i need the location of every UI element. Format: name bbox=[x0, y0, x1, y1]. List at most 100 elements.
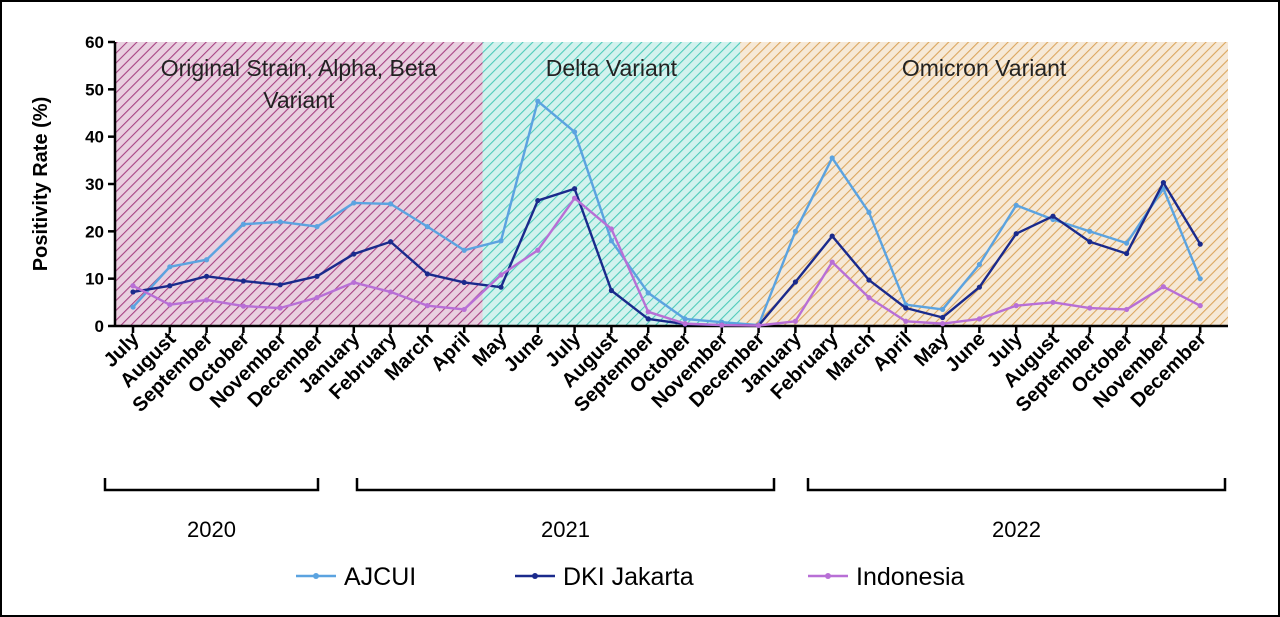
data-point bbox=[535, 247, 541, 253]
data-point bbox=[608, 226, 615, 232]
series-line bbox=[132, 181, 1202, 327]
data-point bbox=[424, 271, 430, 277]
y-tick-label: 20 bbox=[85, 222, 104, 241]
data-point bbox=[461, 247, 467, 253]
series-2 bbox=[130, 195, 1203, 329]
variant-region-label: Original Strain, Alpha, Beta bbox=[161, 55, 437, 81]
data-point bbox=[572, 186, 578, 192]
series-lines bbox=[130, 98, 1203, 329]
data-point bbox=[461, 306, 467, 313]
y-tick-label: 0 bbox=[95, 317, 104, 336]
data-point bbox=[498, 284, 504, 290]
variant-region-labels: Original Strain, Alpha, Beta Variant Delta… bbox=[161, 55, 1067, 113]
data-point bbox=[424, 224, 430, 230]
data-point bbox=[130, 283, 136, 289]
data-point bbox=[1013, 202, 1019, 208]
data-point bbox=[314, 273, 320, 279]
data-point bbox=[240, 303, 246, 309]
data-point bbox=[682, 321, 688, 327]
data-point bbox=[498, 272, 504, 278]
y-tick-label: 40 bbox=[85, 128, 104, 147]
data-point bbox=[1160, 179, 1166, 186]
data-point bbox=[792, 228, 799, 234]
y-tick-label: 10 bbox=[85, 270, 104, 289]
data-point bbox=[976, 284, 983, 290]
year-brackets: 2020 2021 2022 bbox=[103, 478, 1227, 542]
data-point bbox=[682, 316, 688, 322]
data-point bbox=[940, 306, 946, 313]
data-point bbox=[792, 279, 799, 285]
data-point bbox=[277, 305, 283, 311]
data-point bbox=[167, 264, 173, 270]
data-point bbox=[1124, 250, 1130, 257]
data-point bbox=[1013, 231, 1019, 237]
data-point bbox=[461, 279, 467, 286]
data-point bbox=[314, 224, 320, 230]
data-point bbox=[866, 209, 872, 215]
x-ticks: JulyAugustSeptemberOctoberNovemberDecemb… bbox=[100, 326, 1211, 417]
y-axis-label: Positivity Rate (%) bbox=[30, 97, 52, 271]
data-point bbox=[167, 283, 173, 289]
data-point bbox=[940, 321, 946, 327]
legend-marker bbox=[532, 573, 538, 579]
year-bracket bbox=[355, 478, 776, 492]
data-point bbox=[204, 273, 210, 279]
data-point bbox=[1197, 241, 1203, 247]
series-line bbox=[132, 196, 1201, 327]
data-point bbox=[314, 295, 320, 301]
variant-region-0 bbox=[115, 42, 483, 326]
data-point bbox=[608, 287, 615, 294]
data-point bbox=[940, 314, 946, 321]
y-ticks: 0 10 20 30 40 50 60 bbox=[85, 33, 115, 336]
data-point bbox=[1124, 240, 1130, 246]
legend-label: Indonesia bbox=[856, 563, 965, 591]
data-point bbox=[1013, 303, 1019, 309]
data-point bbox=[572, 129, 578, 135]
data-point bbox=[1197, 303, 1203, 309]
data-point bbox=[903, 305, 909, 311]
legend-marker bbox=[313, 573, 319, 579]
data-point bbox=[792, 318, 799, 324]
data-point bbox=[829, 259, 835, 265]
data-point bbox=[1160, 284, 1166, 290]
data-point bbox=[1087, 239, 1093, 245]
data-point bbox=[277, 282, 283, 288]
data-point bbox=[388, 201, 394, 207]
x-tick-label: June bbox=[941, 328, 990, 377]
data-point bbox=[351, 279, 357, 286]
data-point bbox=[645, 309, 651, 315]
data-point bbox=[866, 277, 872, 283]
data-point bbox=[829, 233, 835, 239]
y-tick-label: 30 bbox=[85, 175, 104, 194]
year-bracket bbox=[103, 478, 320, 492]
data-point bbox=[1197, 276, 1203, 282]
data-point bbox=[1087, 305, 1093, 311]
data-point bbox=[1124, 306, 1130, 313]
data-point bbox=[645, 316, 651, 322]
variant-region-label: Omicron Variant bbox=[902, 55, 1067, 81]
data-point bbox=[903, 318, 909, 324]
data-point bbox=[240, 221, 246, 227]
data-point bbox=[829, 155, 835, 161]
y-tick-label: 60 bbox=[85, 33, 104, 52]
data-point bbox=[424, 303, 430, 309]
data-point bbox=[1050, 213, 1056, 219]
data-point bbox=[167, 302, 173, 308]
data-point bbox=[756, 322, 762, 329]
variant-region-1 bbox=[482, 42, 741, 326]
year-label: 2020 bbox=[187, 517, 236, 542]
data-point bbox=[866, 295, 872, 301]
data-point bbox=[976, 316, 983, 322]
data-point bbox=[498, 238, 504, 244]
year-bracket bbox=[806, 478, 1227, 492]
data-point bbox=[351, 200, 357, 206]
data-point bbox=[535, 197, 541, 204]
data-point bbox=[535, 98, 541, 104]
data-point bbox=[1050, 299, 1056, 305]
data-point bbox=[351, 251, 357, 257]
series-line bbox=[132, 99, 1202, 327]
data-point bbox=[388, 289, 394, 295]
data-point bbox=[130, 289, 136, 295]
data-point bbox=[204, 257, 210, 263]
x-tick-label: April bbox=[869, 328, 917, 376]
